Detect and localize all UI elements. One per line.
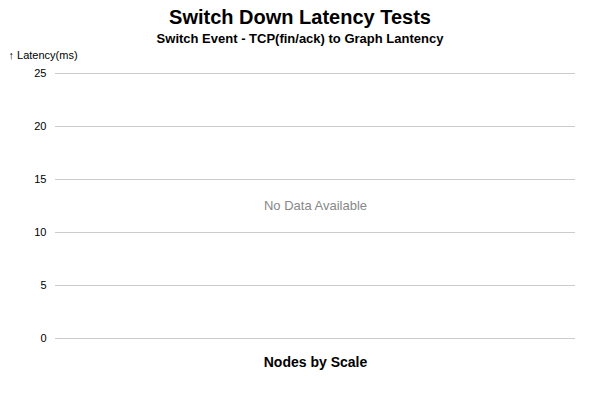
svg-text:15: 15 <box>34 173 46 185</box>
svg-text:Nodes by Scale: Nodes by Scale <box>264 354 368 370</box>
html-text:Switch Event - TCP(fin/ack) to: Switch Event - TCP(fin/ack) to Graph Lan… <box>156 31 444 46</box>
svg-text:↑ Latency(ms): ↑ Latency(ms) <box>9 49 78 61</box>
svg-text:25: 25 <box>34 67 46 79</box>
svg-text:No Data Available: No Data Available <box>264 198 367 213</box>
svg-text:0: 0 <box>40 332 46 344</box>
html-text:Switch Down Latency Tests: Switch Down Latency Tests <box>169 6 431 28</box>
svg-text:10: 10 <box>34 226 46 238</box>
svg-text:20: 20 <box>34 120 46 132</box>
svg-text:5: 5 <box>40 279 46 291</box>
